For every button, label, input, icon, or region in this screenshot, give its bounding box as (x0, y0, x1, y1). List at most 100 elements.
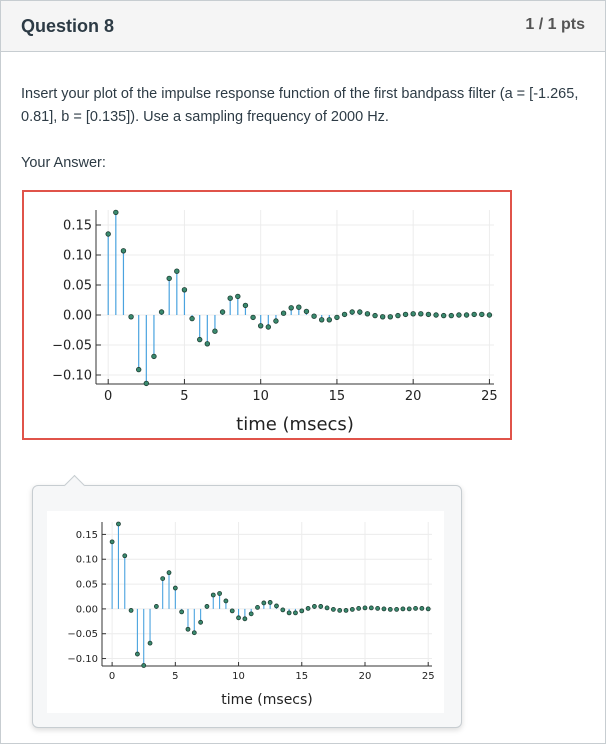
data-point (160, 576, 166, 582)
data-point (204, 341, 211, 347)
data-point (486, 312, 493, 318)
data-point (219, 309, 226, 315)
data-point (158, 309, 165, 315)
data-point (463, 312, 470, 318)
data-point (303, 308, 310, 315)
data-point (235, 293, 241, 300)
data-point (116, 521, 121, 527)
data-point (410, 311, 416, 317)
x-tick-label: 25 (481, 389, 498, 404)
data-point (210, 592, 216, 598)
data-point (330, 606, 336, 612)
data-point (143, 380, 150, 387)
y-tick-label: 0.00 (76, 604, 98, 615)
data-point (223, 598, 229, 604)
data-point (425, 606, 431, 612)
answer-image[interactable]: 0 5 10 15 20 25 −0.10 −0.05 0.00 0.05 0.10 0.15 time… (22, 190, 512, 440)
data-point (179, 609, 185, 615)
data-point (312, 604, 317, 609)
data-point (120, 248, 127, 254)
question-title: Question 8 (21, 16, 115, 36)
x-axis-label: time (msecs) (236, 414, 354, 435)
data-point (448, 312, 455, 319)
data-point (296, 304, 302, 310)
data-point (196, 336, 203, 343)
data-point (456, 312, 462, 318)
data-point (334, 314, 340, 321)
data-point (128, 314, 134, 320)
data-point (227, 295, 233, 301)
x-tick-label: 15 (329, 389, 346, 404)
y-tick-label: −0.10 (67, 654, 98, 665)
data-point (326, 317, 333, 323)
data-point (387, 314, 394, 320)
data-point (105, 231, 111, 237)
y-tick-label: 0.15 (63, 219, 92, 234)
data-point (261, 600, 267, 606)
data-point (147, 640, 153, 646)
question-header: Question 8 1 / 1 pts (1, 1, 605, 52)
data-point (217, 591, 222, 596)
data-point (109, 539, 115, 545)
data-point (402, 311, 409, 318)
data-point (274, 603, 279, 609)
y-tick-label: 0.10 (76, 555, 98, 566)
x-tick-label: 20 (405, 389, 422, 404)
x-tick-label: 20 (359, 671, 372, 682)
data-point (242, 616, 248, 622)
data-point (189, 315, 195, 322)
question-points: 1 / 1 pts (525, 16, 585, 33)
data-point (349, 309, 355, 315)
data-point (141, 663, 147, 668)
data-point (122, 553, 128, 559)
data-point (153, 604, 159, 609)
data-point (248, 611, 254, 617)
data-point (413, 606, 418, 611)
data-point (387, 606, 393, 612)
data-point (242, 302, 249, 309)
x-axis-label: time (msecs) (221, 692, 313, 708)
data-point (172, 585, 178, 591)
y-tick-label: −0.05 (67, 629, 98, 640)
data-point (288, 305, 294, 311)
data-point (357, 309, 363, 315)
data-point (212, 328, 218, 334)
data-point (364, 311, 371, 317)
data-point (372, 312, 378, 319)
data-point (135, 366, 142, 373)
preview-image[interactable]: 0 5 10 15 20 25 −0.10 −0.05 0.00 0.05 0.10 0.15 time… (47, 511, 444, 713)
data-point (381, 606, 387, 612)
impulse-response-chart: 0 5 10 15 20 25 −0.10 −0.05 0.00 0.05 0.10 0.15 time… (52, 209, 498, 435)
popup-arrow (63, 474, 86, 497)
y-tick-label: 0.05 (63, 279, 92, 294)
y-tick-label: 0.15 (76, 530, 98, 541)
data-point (400, 606, 406, 612)
data-point (356, 606, 362, 611)
data-point (286, 610, 292, 616)
data-point (324, 605, 330, 611)
data-point (265, 324, 272, 330)
data-point (337, 607, 343, 613)
data-point (267, 600, 273, 605)
data-point (204, 604, 210, 609)
data-point (406, 606, 412, 612)
data-point (185, 626, 191, 632)
data-point (280, 607, 286, 613)
data-point (349, 606, 355, 612)
data-point (181, 287, 188, 293)
data-point (419, 606, 425, 611)
y-tick-label: −0.10 (52, 369, 92, 384)
data-point (318, 604, 324, 609)
y-tick-label: 0.00 (63, 309, 92, 324)
data-point (375, 606, 381, 611)
data-point (229, 608, 235, 614)
x-tick-label: 25 (422, 671, 435, 682)
data-point (191, 630, 197, 636)
data-point (198, 619, 204, 625)
data-point (174, 268, 180, 274)
y-tick-label: 0.10 (63, 249, 92, 264)
data-point (250, 314, 256, 321)
data-point (151, 353, 157, 360)
data-point (362, 605, 368, 611)
data-point (280, 310, 287, 316)
